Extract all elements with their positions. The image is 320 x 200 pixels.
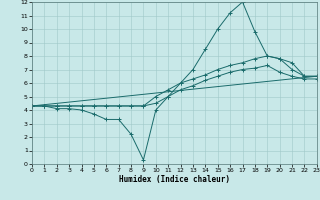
X-axis label: Humidex (Indice chaleur): Humidex (Indice chaleur) xyxy=(119,175,230,184)
